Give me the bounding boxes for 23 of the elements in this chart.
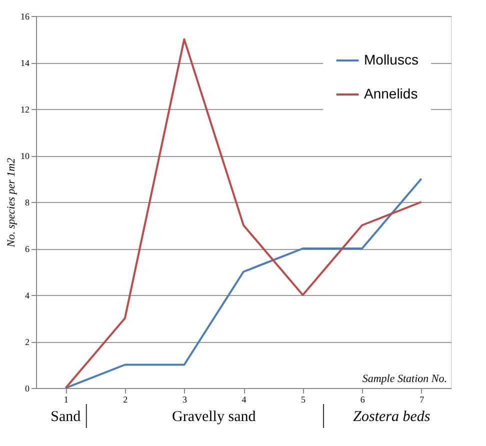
x-tick-label: 2 <box>123 394 128 404</box>
text: Zostera beds <box>353 409 430 425</box>
x-tick-label: 1 <box>64 394 68 404</box>
x-tick-label: 6 <box>360 394 366 404</box>
x-axis-title: Sample Station No. <box>362 373 447 385</box>
text: Gravelly sand <box>172 409 256 425</box>
x-tick-label: 5 <box>301 394 306 404</box>
y-tick-label: 0 <box>25 384 30 394</box>
y-axis-title: No. species per 1m2 <box>6 157 18 248</box>
y-tick-label: 6 <box>25 244 30 254</box>
y-tick-label: 14 <box>20 58 30 68</box>
text: Sand <box>50 409 82 425</box>
legend-label: Molluscs <box>364 52 418 68</box>
y-tick-label: 2 <box>25 337 30 347</box>
y-tick-label: 12 <box>20 104 30 114</box>
x-tick-label: 4 <box>242 394 247 404</box>
x-tick-label: 7 <box>420 394 425 404</box>
y-tick-label: 8 <box>25 198 30 208</box>
x-tick-label: 3 <box>182 394 188 404</box>
y-tick-label: 10 <box>20 151 30 161</box>
y-tick-label: 16 <box>20 12 30 22</box>
legend-label: Annelids <box>364 86 418 102</box>
y-tick-label: 4 <box>25 290 30 300</box>
